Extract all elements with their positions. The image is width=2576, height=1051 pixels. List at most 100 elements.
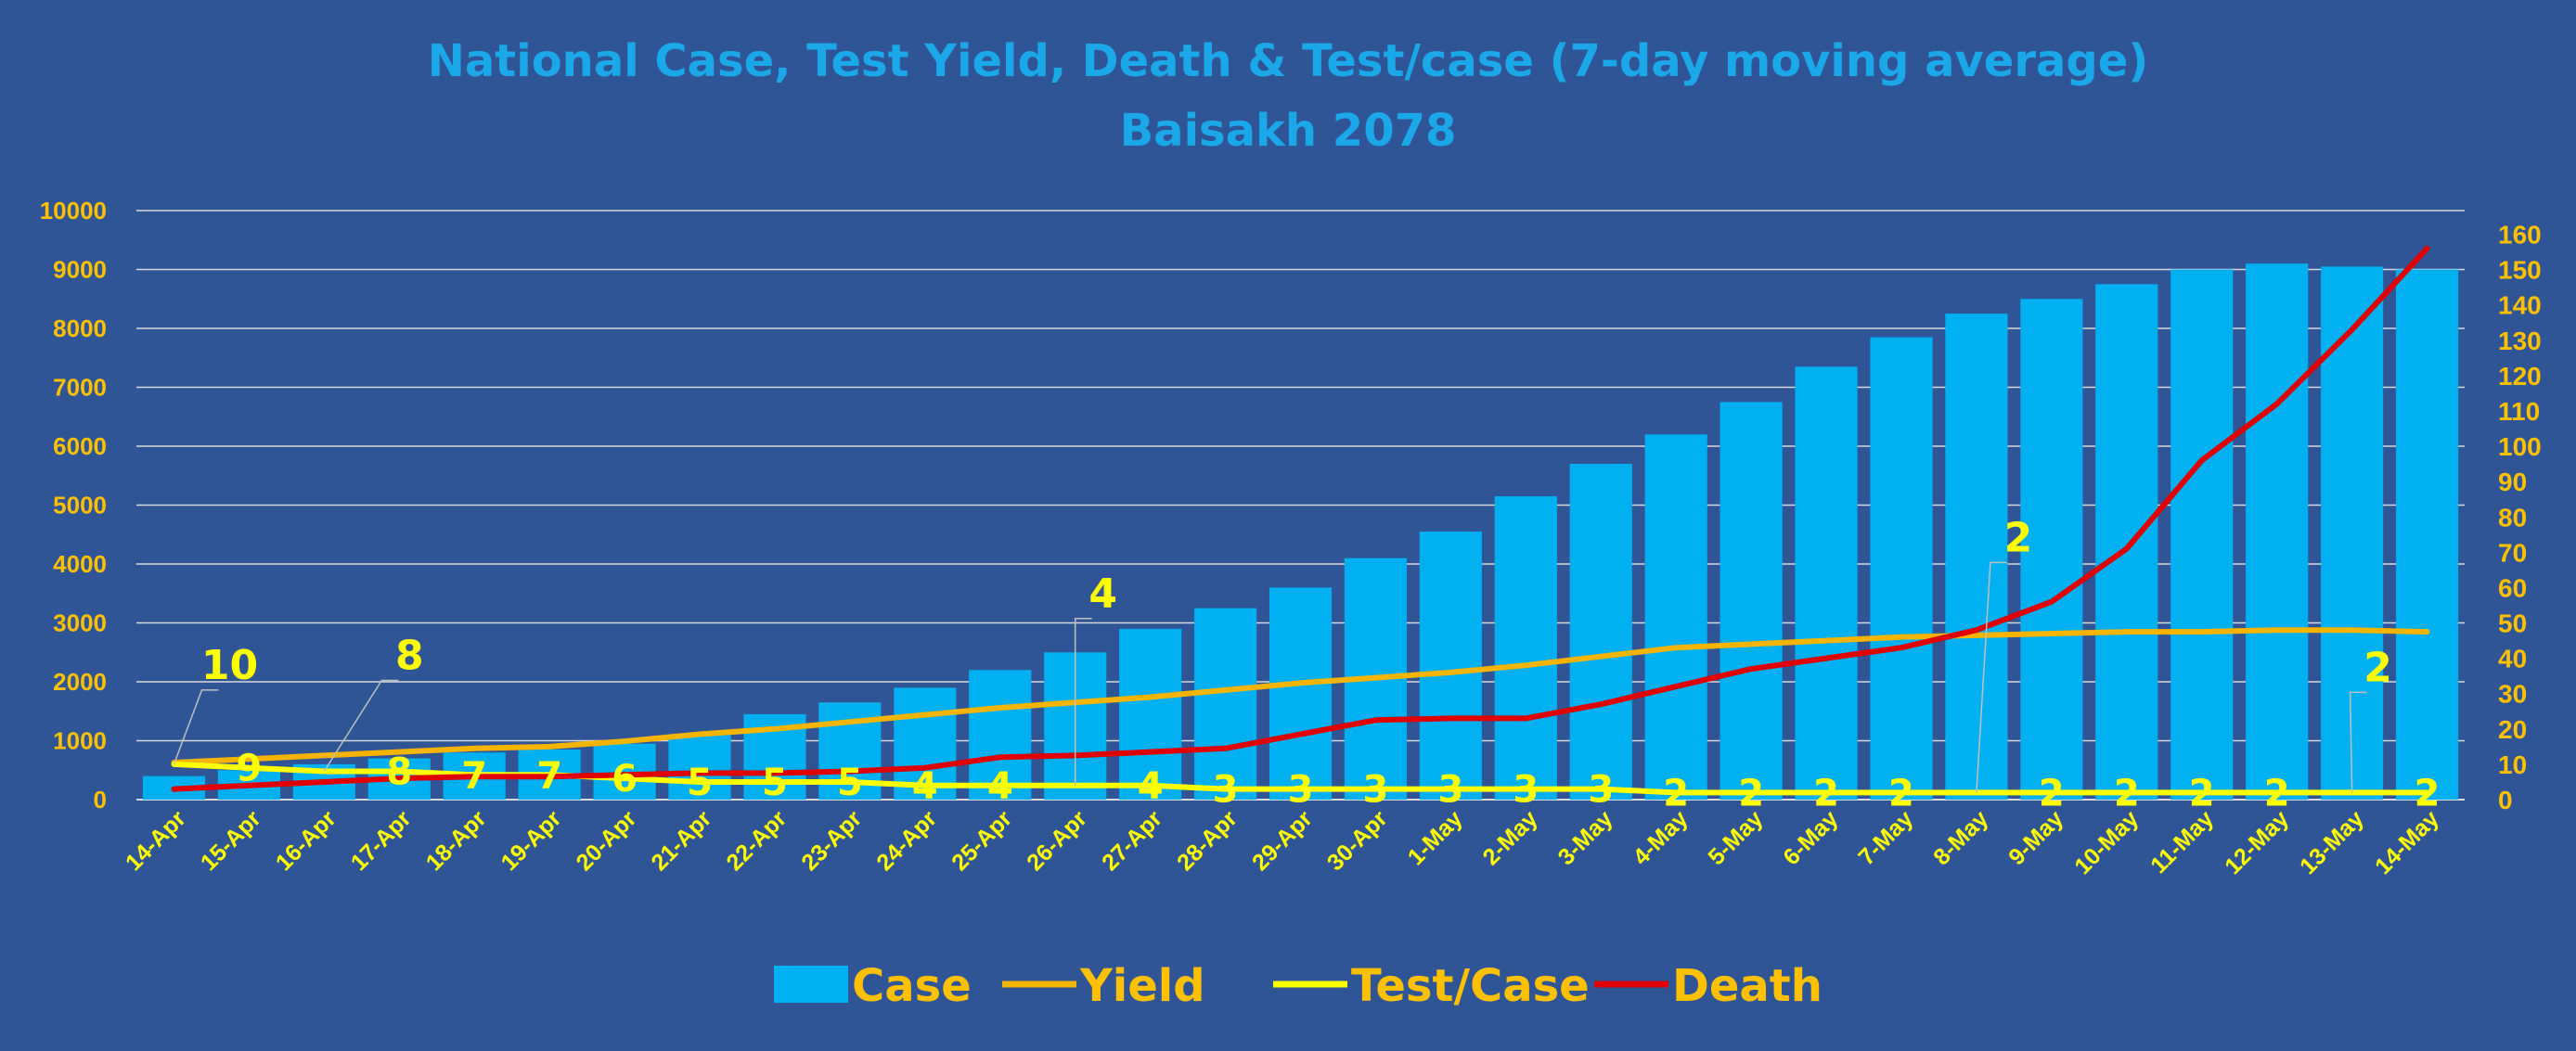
y-right-tick-label: 90 xyxy=(2498,468,2527,496)
y-left-tick-label: 7000 xyxy=(53,374,107,402)
test-case-data-label: 3 xyxy=(1513,769,1539,812)
y-right-tick-label: 150 xyxy=(2498,256,2542,285)
case-bar-2-May xyxy=(1494,495,1557,800)
test-case-data-label: 3 xyxy=(1213,769,1239,812)
y-left-tick-label: 9000 xyxy=(53,256,107,284)
test-case-data-label: 3 xyxy=(1288,769,1314,812)
y-left-tick-label: 3000 xyxy=(53,609,107,637)
case-bar-27-Apr xyxy=(1119,628,1182,800)
y-right-tick-label: 80 xyxy=(2498,503,2527,532)
test-case-data-label: 4 xyxy=(912,765,938,808)
test-case-data-label: 6 xyxy=(612,758,638,801)
y-right-tick-label: 160 xyxy=(2498,221,2542,250)
y-left-tick-label: 1000 xyxy=(53,727,107,755)
y-left-tick-label: 10000 xyxy=(40,197,107,224)
y-right-tick-label: 130 xyxy=(2498,327,2542,355)
y-right-tick-label: 0 xyxy=(2498,786,2513,814)
y-left-tick-label: 6000 xyxy=(53,432,107,460)
y-right-tick-label: 60 xyxy=(2498,573,2527,602)
callout-leader-line xyxy=(1976,561,2007,793)
case-bars xyxy=(142,263,2459,800)
test-case-data-label: 5 xyxy=(837,762,863,804)
test-case-callout-label: 2 xyxy=(2004,514,2033,561)
test-case-data-labels: 9 8 7 7 6 5 5 5 4 4 4 3 3 3 3 3 3 2 2 2 2 2 2 2 2 2 10 8 4 2 2 xyxy=(173,514,2441,814)
y-left-tick-label: 2000 xyxy=(53,668,107,696)
y-right-tick-label: 100 xyxy=(2498,432,2542,461)
legend-death-label: Death xyxy=(1672,960,1823,1012)
test-case-data-label: 2 xyxy=(2114,772,2140,814)
test-case-data-label: 5 xyxy=(687,762,713,804)
y-right-tick-label: 70 xyxy=(2498,538,2527,567)
case-bar-7-May xyxy=(1870,337,1933,800)
test-case-data-label: 4 xyxy=(1138,765,1164,808)
case-bar-29-Apr xyxy=(1269,587,1333,800)
case-bar-9-May xyxy=(2020,299,2083,800)
y-right-tick-label: 30 xyxy=(2498,680,2527,709)
y-right-tick-label: 110 xyxy=(2498,397,2540,426)
callout-leader-line xyxy=(2349,691,2367,793)
test-case-data-label: 2 xyxy=(2264,772,2290,814)
test-case-callout-label: 2 xyxy=(2363,644,2392,691)
chart-title: National Case, Test Yield, Death & Test/… xyxy=(428,35,2149,87)
case-bar-5-May xyxy=(1719,402,1783,800)
test-case-data-label: 5 xyxy=(762,762,788,804)
case-bar-21-Apr xyxy=(668,735,731,800)
yield-line xyxy=(171,627,2430,765)
case-bar-1-May xyxy=(1419,532,1482,800)
case-bar-28-Apr xyxy=(1193,608,1257,800)
chart-subtitle: Baisakh 2078 xyxy=(1120,105,1457,157)
legend-case-swatch xyxy=(774,966,848,1003)
test-case-data-label: 3 xyxy=(1363,769,1389,812)
case-bar-10-May xyxy=(2095,284,2158,800)
case-bar-11-May xyxy=(2170,269,2234,800)
case-bar-25-Apr xyxy=(969,670,1032,800)
test-case-callout-label: 8 xyxy=(395,633,424,680)
right-axis-ticks: 0 10 20 30 40 50 60 70 80 90 100 110 120 130 140 150 160 xyxy=(2498,221,2542,814)
case-bar-24-Apr xyxy=(894,687,957,800)
test-case-data-label: 2 xyxy=(2039,772,2065,814)
y-left-tick-label: 0 xyxy=(94,786,107,814)
legend-yield-label: Yield xyxy=(1079,960,1205,1012)
test-case-data-label: 7 xyxy=(536,754,562,797)
test-case-data-label: 7 xyxy=(461,754,487,797)
test-case-data-label: 2 xyxy=(1663,772,1689,814)
left-axis-ticks: 0 1000 2000 3000 4000 5000 6000 7000 8000 9000 100… xyxy=(40,197,107,814)
case-bar-12-May xyxy=(2246,263,2309,800)
test-case-data-label: 4 xyxy=(987,765,1013,808)
test-case-callout-label: 10 xyxy=(201,642,258,689)
test-case-callout-label: 4 xyxy=(1088,570,1117,618)
case-bar-13-May xyxy=(2321,266,2384,800)
case-bar-14-May xyxy=(2395,269,2459,800)
y-left-tick-label: 4000 xyxy=(53,550,107,578)
legend: Case Yield Test/Case Death xyxy=(774,960,1823,1012)
y-right-tick-label: 40 xyxy=(2498,645,2527,673)
test-case-data-label: 2 xyxy=(2189,772,2215,814)
case-bar-4-May xyxy=(1644,434,1707,800)
y-left-tick-label: 5000 xyxy=(53,492,107,519)
y-right-tick-label: 10 xyxy=(2498,750,2527,779)
legend-test-case-label: Test/Case xyxy=(1351,960,1590,1012)
y-right-tick-label: 120 xyxy=(2498,362,2542,391)
test-case-data-label: 2 xyxy=(2415,772,2441,814)
series-lines xyxy=(171,245,2430,796)
test-case-data-label: 8 xyxy=(386,751,412,794)
callout-leader-line xyxy=(173,689,219,765)
test-case-data-label: 9 xyxy=(236,748,262,790)
test-case-data-label: 2 xyxy=(1738,772,1764,814)
y-right-tick-label: 50 xyxy=(2498,609,2527,638)
legend-case-label: Case xyxy=(852,960,972,1012)
case-bar-6-May xyxy=(1795,366,1858,800)
callout-leader-line xyxy=(323,679,399,772)
test-case-data-label: 2 xyxy=(1888,772,1914,814)
y-right-tick-label: 20 xyxy=(2498,715,2527,744)
test-case-data-label: 3 xyxy=(1588,769,1614,812)
callout-leader-line xyxy=(1074,618,1092,786)
test-case-data-label: 3 xyxy=(1437,769,1463,812)
case-bar-8-May xyxy=(1945,314,2008,800)
y-right-tick-label: 140 xyxy=(2498,291,2542,320)
case-bar-3-May xyxy=(1569,464,1632,800)
death-line xyxy=(171,245,2430,792)
y-left-tick-label: 8000 xyxy=(53,314,107,342)
